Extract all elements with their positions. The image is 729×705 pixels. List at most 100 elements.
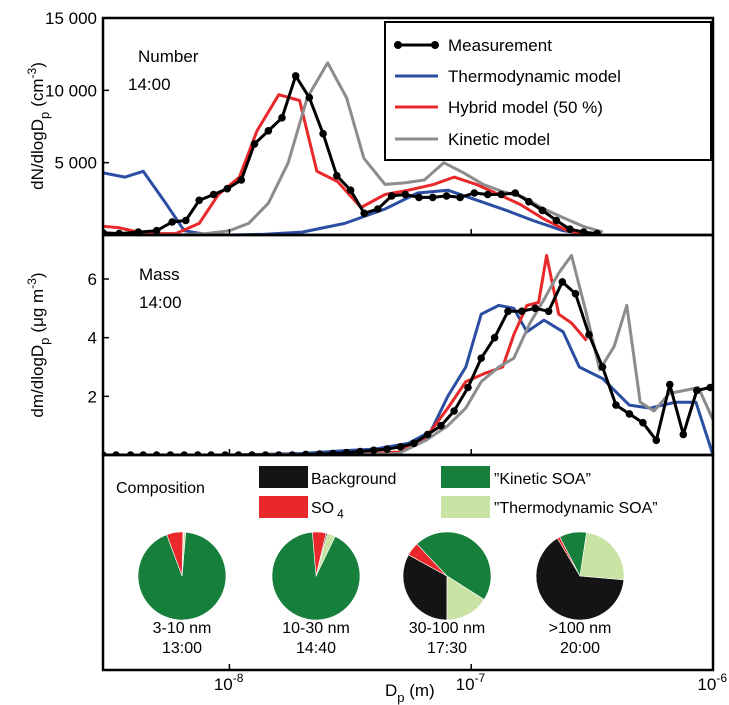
mass-series-thermodynamic-model — [103, 303, 713, 455]
number-point-measurement-32 — [552, 216, 561, 225]
x-tick-exp-2: -6 — [716, 671, 727, 685]
mass-y-label-unit-sup: -3 — [25, 278, 39, 289]
number-point-measurement-28 — [497, 190, 506, 199]
mass-point-measurement-40 — [639, 418, 647, 427]
legend-label-hybrid: Hybrid model (50 %) — [448, 98, 603, 117]
number-point-measurement-23 — [428, 193, 437, 202]
mass-point-measurement-45 — [706, 383, 713, 392]
number-point-measurement-2 — [134, 228, 143, 235]
legend-swatch-background — [259, 466, 308, 488]
legend-label-thermodynamic-soa: ”Thermodynamic SOA” — [494, 500, 658, 517]
legend-label-so4-main: SO — [311, 500, 334, 517]
mass-series-kinetic-model — [103, 254, 713, 455]
x-tick-exp-1: -7 — [475, 671, 486, 685]
mass-point-measurement-24 — [423, 430, 432, 439]
mass-point-measurement-20 — [369, 446, 378, 455]
mass-panel-frame — [101, 233, 715, 457]
mass-point-measurement-36 — [585, 330, 593, 339]
mass-series-measurement — [103, 280, 711, 455]
legend-marker-measurement-2 — [431, 41, 439, 49]
composition-panel-frame — [101, 453, 715, 672]
number-point-measurement-31 — [538, 206, 547, 215]
number-point-measurement-8 — [223, 184, 232, 193]
number-point-measurement-26 — [470, 189, 479, 197]
legend-label-so4-sub: 4 — [337, 507, 344, 521]
mass-point-measurement-32 — [531, 304, 539, 313]
number-point-measurement-5 — [182, 216, 190, 225]
mass-point-measurement-19 — [356, 447, 364, 455]
pie-3-slice-background — [402, 554, 448, 621]
mass-point-measurement-23 — [410, 439, 418, 448]
number-point-measurement-6 — [195, 196, 203, 205]
number-y-label-unit-end: ) — [28, 62, 47, 68]
mass-point-measurement-39 — [625, 410, 634, 418]
pie-1-time: 13:00 — [162, 640, 202, 657]
pie-3-slice-thermodynamic-soa — [446, 575, 485, 621]
legend-swatch-kinetic-soa — [441, 466, 490, 488]
number-point-measurement-24 — [442, 192, 451, 200]
number-point-measurement-25 — [456, 193, 464, 202]
pie-3-time: 17:30 — [427, 640, 467, 657]
number-point-measurement-4 — [168, 218, 176, 226]
number-point-measurement-11 — [264, 127, 273, 135]
number-point-measurement-27 — [483, 190, 492, 199]
x-tick-base-0: 10 — [214, 675, 233, 694]
pie-2-slice-thermodynamic-soa — [315, 533, 336, 577]
mass-ytick-label-1: 4 — [88, 329, 97, 348]
pie-2-time: 14:40 — [296, 640, 336, 657]
legend-label-kinetic-soa: ”Kinetic SOA” — [494, 471, 591, 488]
pie-1-slice-kinetic-soa — [137, 531, 227, 621]
mass-ytick-label-0: 2 — [88, 387, 97, 406]
number-point-measurement-20 — [387, 192, 396, 200]
legend-label-kinetic: Kinetic model — [448, 130, 550, 149]
mass-series-lines — [103, 254, 713, 455]
x-label-main: D — [385, 681, 397, 700]
legend-label-thermodynamic: Thermodynamic model — [448, 67, 621, 86]
number-point-measurement-22 — [415, 193, 423, 202]
mass-point-measurement-29 — [490, 333, 499, 342]
number-point-measurement-13 — [291, 72, 300, 80]
number-point-measurement-3 — [152, 226, 161, 235]
mass-point-measurement-17 — [329, 449, 337, 455]
number-panel: 5 000 10 000 15 000 Number 14:00 dN/dlogDp… — [25, 9, 715, 237]
mass-panel-time: 14:00 — [139, 293, 182, 312]
mass-point-measurement-30 — [504, 307, 512, 316]
pie-4-time: 20:00 — [560, 640, 600, 657]
mass-point-measurement-21 — [383, 445, 391, 453]
x-axis-label: Dp (m) — [385, 681, 435, 705]
x-tick-label-0: 10-8 — [214, 671, 244, 694]
mass-panel-label: Mass — [139, 265, 180, 284]
composition-pies — [137, 531, 625, 621]
number-point-measurement-19 — [374, 205, 382, 213]
pie-4-size: >100 nm — [549, 620, 612, 637]
legend-swatch-thermodynamic-soa — [441, 496, 490, 518]
x-tick-label-1: 10-7 — [456, 671, 486, 694]
pie-3-size: 30-100 nm — [409, 620, 486, 637]
mass-y-label-unit-end: ) — [28, 272, 47, 278]
number-point-measurement-34 — [579, 228, 588, 235]
number-point-measurement-15 — [319, 129, 327, 138]
number-point-measurement-29 — [511, 189, 519, 197]
mass-point-measurement-44 — [693, 386, 701, 395]
composition-panel: Composition Background SO 4 ”Kinetic SOA”… — [101, 453, 715, 672]
number-point-measurement-9 — [237, 176, 246, 184]
mass-point-measurement-22 — [396, 443, 405, 451]
x-tick-exp-0: -8 — [233, 671, 244, 685]
mass-point-measurement-18 — [342, 448, 351, 455]
composition-label: Composition — [116, 480, 205, 497]
number-series-thermodynamic-model — [103, 169, 594, 235]
number-y-label-main: dN/dlogD — [28, 119, 47, 190]
x-label-unit: (m) — [405, 681, 435, 700]
legend-label-measurement: Measurement — [448, 36, 552, 55]
number-point-measurement-17 — [346, 186, 355, 194]
mass-point-measurement-33 — [544, 307, 553, 316]
number-y-ticks: 5 000 10 000 15 000 — [45, 9, 109, 173]
number-panel-label: Number — [138, 47, 199, 66]
legend-marker-measurement-1 — [394, 41, 402, 49]
pie-4-slice-thermodynamic-soa — [579, 532, 625, 581]
number-point-measurement-16 — [333, 171, 341, 180]
number-point-measurement-21 — [401, 190, 410, 199]
mass-point-measurement-42 — [666, 380, 674, 389]
number-point-measurement-18 — [360, 209, 369, 218]
